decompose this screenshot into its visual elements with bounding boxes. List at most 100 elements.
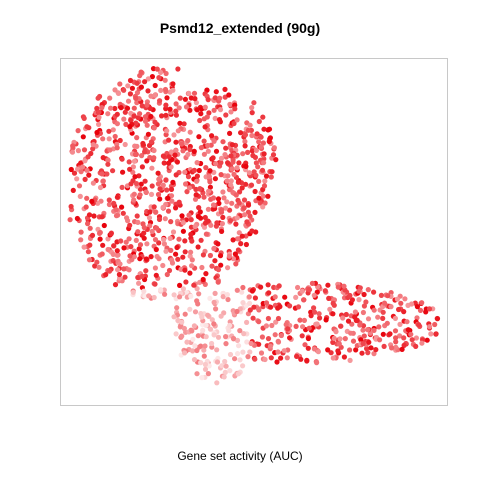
data-point	[361, 333, 367, 339]
data-point	[253, 160, 259, 166]
data-point	[409, 301, 415, 307]
data-point	[311, 305, 317, 311]
data-point	[278, 332, 284, 339]
data-point	[106, 268, 113, 274]
data-point	[201, 138, 207, 144]
data-point	[256, 139, 262, 145]
data-point	[155, 170, 161, 176]
data-point	[365, 350, 371, 356]
data-point	[104, 171, 110, 177]
data-point	[233, 261, 239, 267]
data-point	[95, 95, 101, 101]
data-point	[340, 315, 346, 321]
data-point	[168, 193, 175, 199]
data-point	[162, 77, 168, 83]
data-point	[165, 208, 172, 214]
data-point	[393, 335, 399, 341]
data-point	[242, 132, 249, 138]
data-point	[227, 130, 233, 136]
data-point	[100, 242, 106, 248]
data-point	[206, 188, 212, 194]
data-point	[161, 160, 167, 166]
data-point	[275, 349, 281, 355]
data-point	[111, 243, 117, 249]
data-point	[103, 272, 109, 278]
data-point	[181, 325, 187, 332]
data-point	[225, 160, 231, 166]
data-point	[90, 146, 96, 152]
data-point	[341, 354, 347, 360]
data-point	[213, 161, 219, 167]
data-point	[232, 106, 238, 112]
data-point	[228, 182, 234, 188]
data-point	[234, 117, 240, 123]
data-point	[159, 113, 165, 119]
data-point	[162, 86, 169, 93]
data-point	[128, 244, 134, 250]
data-point	[107, 95, 113, 101]
data-point	[256, 195, 262, 201]
data-point	[245, 209, 251, 215]
data-point	[312, 309, 318, 315]
data-point	[177, 282, 183, 288]
data-point	[174, 159, 180, 165]
data-point	[432, 321, 438, 328]
data-point	[78, 169, 84, 175]
data-point	[241, 212, 248, 218]
data-point	[194, 107, 200, 113]
data-point	[112, 133, 118, 140]
data-point	[301, 297, 307, 303]
data-point	[106, 197, 112, 203]
data-point	[335, 348, 341, 354]
data-point	[121, 87, 127, 93]
data-point	[299, 288, 305, 294]
data-point	[231, 120, 237, 127]
data-point	[211, 332, 217, 338]
data-point	[232, 251, 238, 257]
data-point	[341, 283, 347, 289]
data-point	[194, 178, 200, 184]
data-point	[69, 149, 76, 155]
data-point	[237, 189, 243, 195]
data-point	[135, 219, 141, 225]
data-point	[173, 139, 179, 145]
data-point	[70, 187, 76, 193]
data-point	[275, 339, 282, 345]
data-point	[152, 119, 158, 125]
data-point	[311, 346, 317, 352]
data-point	[108, 105, 114, 111]
data-point	[240, 151, 246, 157]
data-point	[235, 351, 241, 357]
data-point	[167, 235, 173, 241]
data-point	[397, 321, 403, 327]
data-point	[86, 212, 93, 218]
data-point	[133, 120, 139, 126]
data-point	[273, 319, 279, 325]
data-point	[223, 341, 229, 347]
data-point	[187, 129, 193, 135]
data-point	[388, 304, 394, 310]
data-point	[209, 317, 215, 323]
data-point	[179, 213, 185, 219]
data-point	[409, 337, 415, 343]
data-point	[194, 371, 200, 377]
data-point	[241, 197, 248, 203]
data-point	[90, 180, 96, 186]
data-point	[180, 148, 186, 154]
data-point	[92, 263, 98, 269]
data-point	[235, 179, 241, 185]
data-point	[352, 314, 358, 320]
data-point	[131, 105, 137, 111]
data-point	[136, 246, 142, 252]
data-point	[401, 342, 407, 348]
data-point	[156, 240, 162, 246]
data-point	[195, 333, 201, 339]
data-point	[202, 343, 208, 349]
data-point	[301, 317, 307, 323]
data-point	[130, 289, 136, 295]
chart-title: Psmd12_extended (90g)	[159, 20, 321, 36]
data-point	[205, 218, 211, 224]
data-point	[187, 306, 193, 312]
data-point	[137, 186, 143, 192]
data-point	[245, 202, 252, 208]
